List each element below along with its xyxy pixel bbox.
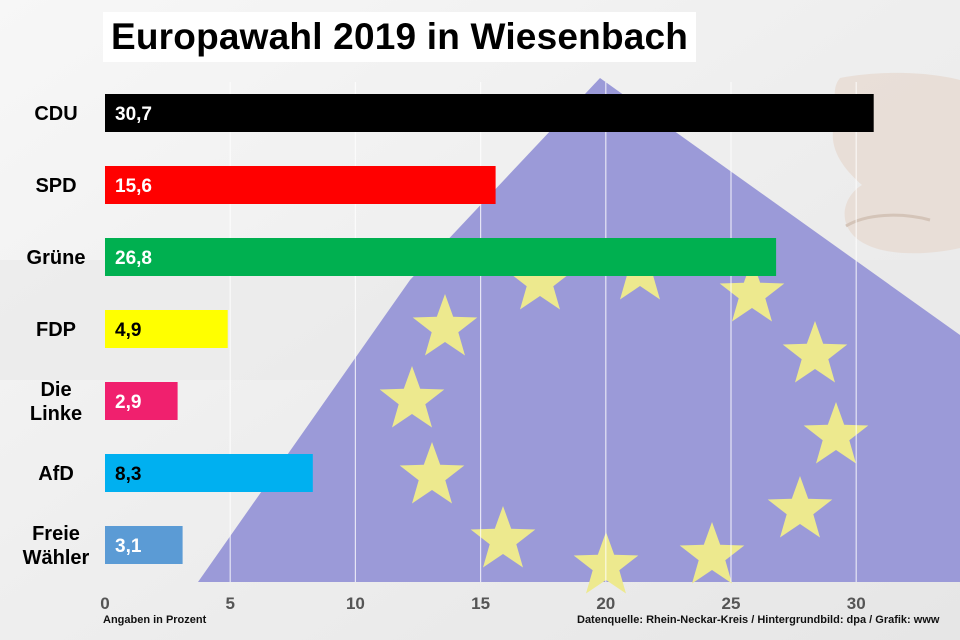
x-tick-5: 5 [225, 594, 234, 613]
x-tick-30: 30 [847, 594, 866, 613]
eu-star-7 [803, 402, 869, 464]
x-tick-20: 20 [596, 594, 615, 613]
category-label-4: FDP [36, 319, 76, 341]
eu-star-4 [412, 294, 478, 356]
value-labels: 30,7 15,6 26,8 4,9 2,9 8,3 3,1 [115, 104, 152, 557]
category-label-2: SPD [35, 175, 76, 197]
x-tick-15: 15 [471, 594, 490, 613]
value-label-3: 26,8 [115, 248, 152, 269]
bar-7 [105, 526, 183, 564]
category-label-3: Grüne [27, 247, 86, 269]
bar-6 [105, 454, 313, 492]
category-label-6: AfD [38, 463, 74, 485]
eu-star-5 [782, 321, 848, 383]
bar-1 [105, 94, 874, 132]
bar-4 [105, 310, 228, 348]
title-box: Europawahl 2019 in Wiesenbach [103, 12, 697, 62]
bar-2 [105, 166, 496, 204]
x-axis-ticks: 0 5 10 15 20 25 30 [100, 594, 865, 613]
eu-flag-ballot [198, 78, 960, 582]
eu-star-11 [679, 522, 745, 584]
bars [105, 94, 874, 564]
eu-star-3 [719, 260, 785, 322]
category-label-1: CDU [34, 103, 77, 125]
bar-5 [105, 382, 178, 420]
category-label-5: Die Linke [30, 379, 82, 425]
x-tick-25: 25 [722, 594, 741, 613]
eu-star-9 [767, 476, 833, 538]
gridlines [229, 82, 857, 582]
category-labels: CDU SPD Grüne FDP Die Linke AfD Freie Wähler [23, 103, 90, 569]
value-label-4: 4,9 [115, 320, 141, 341]
chart-title: Europawahl 2019 in Wiesenbach [111, 16, 689, 57]
value-label-5: 2,9 [115, 392, 141, 413]
x-tick-10: 10 [346, 594, 365, 613]
category-label-7: Freie Wähler [23, 523, 90, 569]
value-label-6: 8,3 [115, 464, 141, 485]
eu-star-1 [507, 248, 573, 310]
value-label-1: 30,7 [115, 104, 152, 125]
bar-3 [105, 238, 777, 276]
unit-note: Angaben in Prozent [103, 614, 207, 626]
eu-star-8 [399, 442, 465, 504]
eu-star-10 [470, 506, 536, 568]
source-note: Datenquelle: Rhein-Neckar-Kreis / Hinter… [577, 614, 940, 626]
value-label-7: 3,1 [115, 536, 142, 557]
x-tick-0: 0 [100, 594, 109, 613]
value-label-2: 15,6 [115, 176, 152, 197]
eu-star-6 [379, 366, 445, 428]
